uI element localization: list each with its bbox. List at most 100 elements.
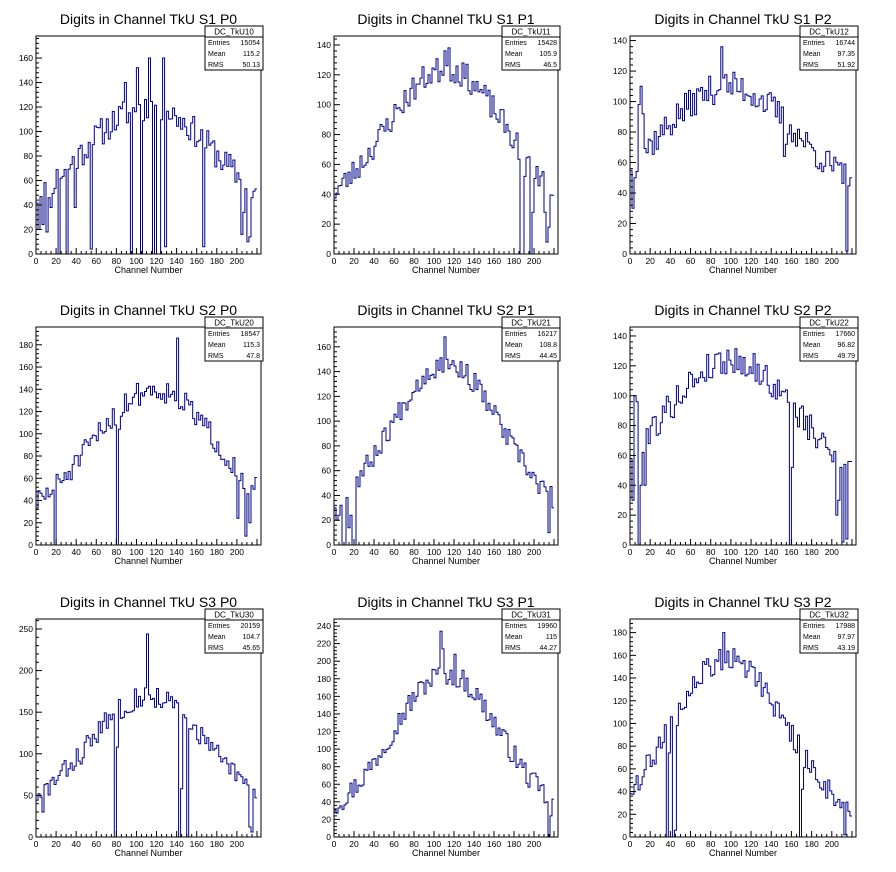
x-tick-label: 200 <box>527 547 541 557</box>
histogram-line <box>35 57 257 255</box>
stats-box: DC_TkU30 Entries 20159 Mean 104.7 RMS 45.65 <box>204 608 264 654</box>
stats-value-entries: 15054 <box>241 40 261 47</box>
x-tick-label: 20 <box>645 839 655 849</box>
x-tick-label: 60 <box>686 839 696 849</box>
x-tick-label: 100 <box>724 547 738 557</box>
stats-histogram-name: DC_TkU10 <box>214 28 254 37</box>
x-tick-label: 100 <box>724 256 738 266</box>
y-tick-label: 0 <box>622 249 627 259</box>
stats-label-rms: RMS <box>803 353 819 360</box>
stats-box: DC_TkU21 Entries 16217 Mean 108.8 RMS 44.45 <box>501 316 561 362</box>
stats-box-frame <box>799 25 859 71</box>
x-tick-label: 80 <box>706 839 716 849</box>
stats-label-entries: Entries <box>208 40 230 47</box>
stats-label-rms: RMS <box>803 645 819 652</box>
y-tick-label: 120 <box>317 391 331 401</box>
stats-value-entries: 16217 <box>538 331 558 338</box>
y-tick-label: 80 <box>322 441 332 451</box>
stats-label-entries: Entries <box>803 40 825 47</box>
y-tick-label: 140 <box>317 709 331 719</box>
stats-label-mean: Mean <box>803 51 821 58</box>
x-axis-label: Channel Number <box>412 265 480 275</box>
x-tick-label: 20 <box>51 256 61 266</box>
x-tick-label: 60 <box>389 547 399 557</box>
x-tick-label: 180 <box>805 839 819 849</box>
x-tick-label: 160 <box>784 547 798 557</box>
chart-title: Digits in Channel TkU S3 P2 <box>654 594 831 610</box>
stats-box: DC_TkU11 Entries 15428 Mean 105.9 RMS 46.5 <box>501 25 561 71</box>
stats-value-rms: 50.13 <box>242 62 260 69</box>
chart-title: Digits in Channel TkU S3 P0 <box>60 594 237 610</box>
y-tick-label: 180 <box>19 340 33 350</box>
y-tick-label: 140 <box>613 673 627 683</box>
y-tick-label: 60 <box>322 779 332 789</box>
y-tick-label: 140 <box>317 40 331 50</box>
x-axis-label: Channel Number <box>709 556 777 566</box>
stats-histogram-name: DC_TkU22 <box>809 319 849 328</box>
y-tick-label: 80 <box>322 762 332 772</box>
y-tick-label: 160 <box>317 691 331 701</box>
y-tick-label: 200 <box>19 666 33 676</box>
stats-histogram-name: DC_TkU20 <box>214 319 254 328</box>
chart-title: Digits in Channel TkU S1 P1 <box>357 11 534 27</box>
y-tick-label: 160 <box>317 342 331 352</box>
y-tick-label: 0 <box>326 540 331 550</box>
stats-box: DC_TkU12 Entries 16744 Mean 97.35 RMS 51.92 <box>799 25 859 71</box>
stats-label-mean: Mean <box>208 634 226 641</box>
histogram-line <box>35 337 257 546</box>
stats-value-mean: 97.97 <box>837 634 855 641</box>
x-tick-label: 180 <box>805 547 819 557</box>
x-tick-label: 140 <box>764 256 778 266</box>
stats-value-mean: 105.9 <box>539 51 557 58</box>
chart-title: Digits in Channel TkU S1 P0 <box>60 11 237 27</box>
stats-box: DC_TkU32 Entries 17988 Mean 97.97 RMS 43.19 <box>799 608 859 654</box>
stats-label-mean: Mean <box>803 342 821 349</box>
x-tick-label: 80 <box>112 839 122 849</box>
y-tick-label: 60 <box>618 158 628 168</box>
stats-label-rms: RMS <box>208 353 224 360</box>
histogram-panel-7: Digits in Channel TkU S3 P0 0 20 40 60 80 100 1… <box>19 594 264 858</box>
x-tick-label: 120 <box>447 256 461 266</box>
plot-frame <box>35 35 262 255</box>
x-tick-label: 0 <box>332 839 337 849</box>
y-tick-label: 120 <box>19 102 33 112</box>
histogram-panel-4: Digits in Channel TkU S2 P0 0 20 40 60 80 100 1… <box>19 302 264 566</box>
y-tick-label: 140 <box>613 331 627 341</box>
x-tick-label: 120 <box>149 839 163 849</box>
x-tick-label: 40 <box>666 547 676 557</box>
x-tick-label: 140 <box>467 839 481 849</box>
histogram-line <box>35 633 257 838</box>
x-tick-label: 0 <box>628 256 633 266</box>
stats-box: DC_TkU10 Entries 15054 Mean 115.2 RMS 50.13 <box>204 25 264 71</box>
stats-label-mean: Mean <box>505 51 523 58</box>
x-tick-label: 0 <box>332 547 337 557</box>
x-tick-label: 80 <box>706 256 716 266</box>
y-tick-label: 20 <box>322 219 332 229</box>
histogram-line <box>333 47 554 255</box>
y-tick-label: 100 <box>19 429 33 439</box>
x-axis-label: Channel Number <box>114 556 182 566</box>
chart-title: Digits in Channel TkU S2 P2 <box>654 302 831 318</box>
stats-value-mean: 115 <box>546 634 557 641</box>
histogram-line <box>333 336 554 546</box>
x-tick-label: 140 <box>467 256 481 266</box>
x-tick-label: 100 <box>427 256 441 266</box>
stats-value-rms: 51.92 <box>837 62 855 69</box>
y-tick-label: 0 <box>326 832 331 842</box>
x-tick-label: 120 <box>149 547 163 557</box>
x-tick-label: 160 <box>784 256 798 266</box>
y-tick-label: 140 <box>317 367 331 377</box>
y-tick-label: 120 <box>613 696 627 706</box>
x-tick-label: 120 <box>744 839 758 849</box>
y-tick-label: 150 <box>19 707 33 717</box>
x-tick-label: 140 <box>467 547 481 557</box>
y-tick-label: 0 <box>28 249 33 259</box>
stats-box-frame <box>204 25 264 71</box>
chart-title: Digits in Channel TkU S2 P0 <box>60 302 237 318</box>
stats-value-rms: 47.8 <box>246 353 260 360</box>
x-tick-label: 160 <box>487 547 501 557</box>
y-tick-label: 60 <box>24 473 34 483</box>
histogram-line <box>333 630 554 838</box>
y-tick-label: 0 <box>622 540 627 550</box>
stats-value-entries: 17660 <box>836 331 856 338</box>
